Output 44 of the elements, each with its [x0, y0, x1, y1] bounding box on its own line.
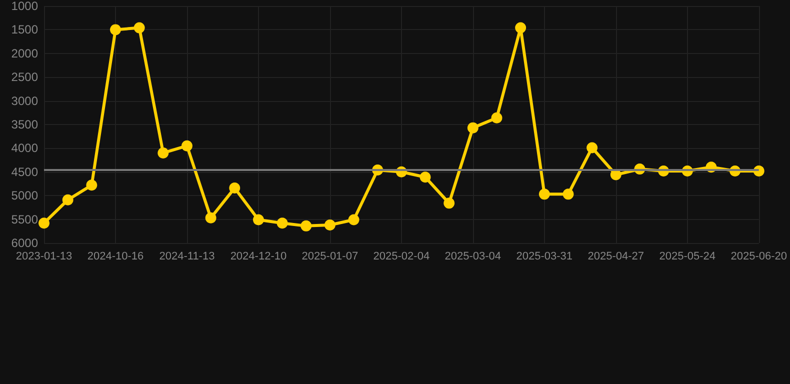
- x-tick-label: 2025-05-24: [659, 250, 716, 262]
- point: [348, 214, 360, 226]
- point: [158, 147, 169, 158]
- y-tick-label: 5000: [11, 188, 38, 203]
- point: [515, 22, 526, 34]
- point: [467, 122, 478, 134]
- point: [252, 214, 264, 226]
- point: [444, 198, 455, 209]
- x-tick-label: 2025-06-20: [730, 250, 788, 262]
- point: [562, 188, 574, 200]
- y-tick-label: 2000: [11, 46, 38, 60]
- point: [62, 194, 74, 206]
- y-tick-label: 3500: [11, 118, 38, 132]
- x-tick-label: 2024-12-10: [230, 250, 287, 262]
- y-tick-label: 1000: [11, 0, 38, 13]
- point: [86, 180, 98, 191]
- y-tick-label: 4500: [11, 164, 38, 179]
- y-tick-label: 5500: [11, 212, 38, 226]
- x-tick-label: 2025-03-04: [444, 250, 502, 262]
- x-tick-label: 2025-04-27: [588, 250, 644, 262]
- point: [538, 188, 550, 200]
- point: [134, 22, 145, 34]
- y-tick-label: 4000: [11, 141, 38, 156]
- point: [300, 220, 312, 232]
- y-tick-label: 6000: [11, 236, 38, 250]
- point: [491, 112, 502, 124]
- y-tick-label: 2500: [11, 70, 38, 84]
- y-tick-label: 3000: [11, 94, 38, 108]
- point: [420, 172, 431, 183]
- point: [586, 142, 598, 154]
- point: [38, 218, 50, 229]
- point: [181, 140, 192, 152]
- point: [205, 212, 216, 224]
- point: [110, 24, 121, 36]
- point: [324, 219, 336, 230]
- x-tick-label: 2025-02-04: [373, 250, 430, 262]
- point: [276, 218, 288, 229]
- x-tick-label: 2025-03-31: [516, 250, 573, 262]
- x-tick-label: 2025-01-07: [302, 250, 358, 262]
- y-tick-label: 1500: [11, 22, 38, 37]
- point: [229, 182, 240, 194]
- x-tick-label: 2023-01-13: [16, 250, 72, 262]
- x-tick-label: 2024-10-16: [87, 250, 144, 262]
- x-tick-label: 2024-11-13: [159, 250, 215, 262]
